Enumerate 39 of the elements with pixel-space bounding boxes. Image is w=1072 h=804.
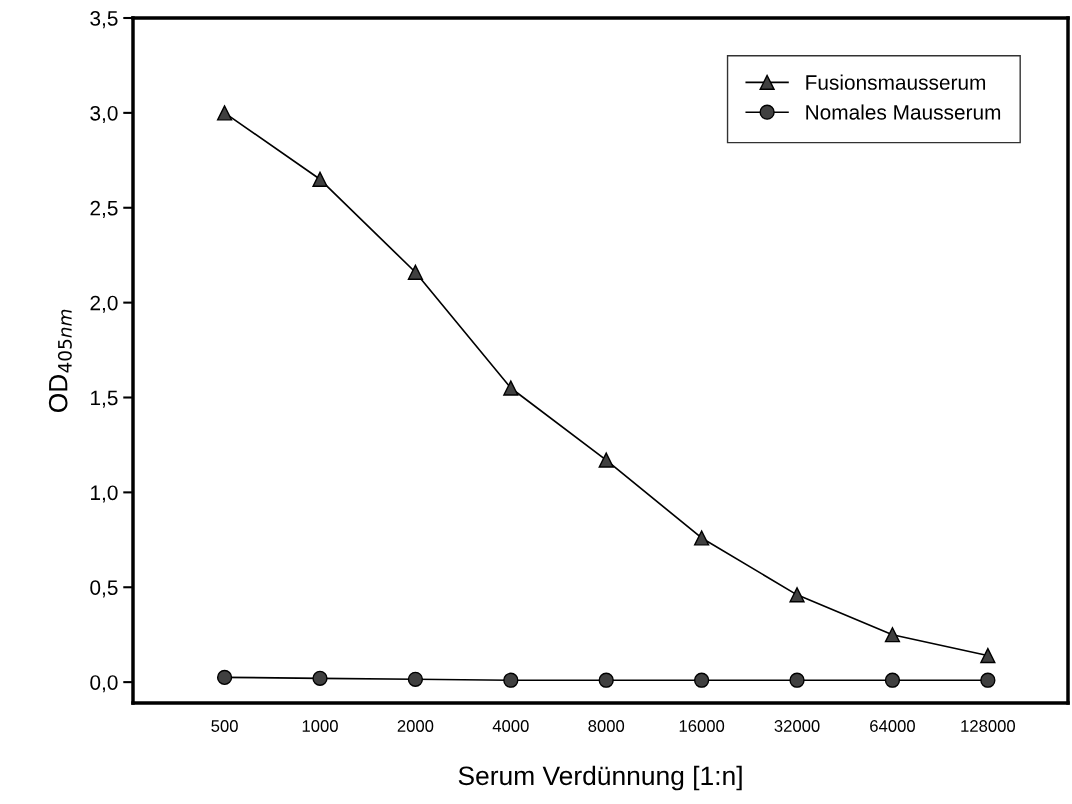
y-tick-label: 0,0 — [90, 675, 118, 693]
point — [884, 627, 901, 643]
point — [216, 105, 233, 121]
point — [216, 669, 233, 686]
point — [789, 672, 805, 688]
legend-label: Nomales Mausserum — [806, 104, 1001, 120]
x-tick-label: 128000 — [961, 720, 1016, 732]
point — [598, 672, 614, 688]
y-tick-label: 2,5 — [90, 200, 118, 218]
x-tick-label: 500 — [211, 720, 238, 732]
y-tick-label: 0,5 — [90, 580, 118, 598]
y-tick-label: 3,0 — [90, 105, 118, 124]
point — [503, 380, 519, 396]
point — [312, 171, 328, 187]
point — [693, 672, 710, 688]
x-tick-label: 1000 — [302, 720, 338, 732]
point — [884, 672, 901, 688]
y-tick-label: 1,5 — [91, 390, 118, 408]
y-tick-label: 1,0 — [91, 485, 118, 503]
point — [789, 587, 805, 603]
x-tick-label: 64000 — [870, 720, 915, 732]
point — [980, 647, 996, 664]
x-tick-label: 8000 — [588, 720, 625, 732]
x-tick-label: 32000 — [774, 720, 820, 732]
point — [407, 671, 424, 687]
x-tick-label: 2000 — [397, 720, 434, 732]
point — [312, 670, 328, 686]
point — [503, 672, 519, 688]
point — [980, 672, 996, 688]
y-tick-label: 3,5 — [90, 11, 118, 29]
x-axis-title: Serum Verdünnung [1:n] — [458, 765, 742, 791]
point — [693, 530, 710, 546]
point — [598, 452, 614, 468]
x-tick-label: 16000 — [679, 720, 725, 732]
legend-label: Fusionsmausserum — [806, 74, 986, 90]
y-axis-title: OD$_{405nm}$ — [48, 309, 72, 413]
y-tick-label: 2,0 — [90, 295, 118, 313]
point — [407, 264, 424, 280]
x-tick-label: 4000 — [492, 720, 529, 732]
